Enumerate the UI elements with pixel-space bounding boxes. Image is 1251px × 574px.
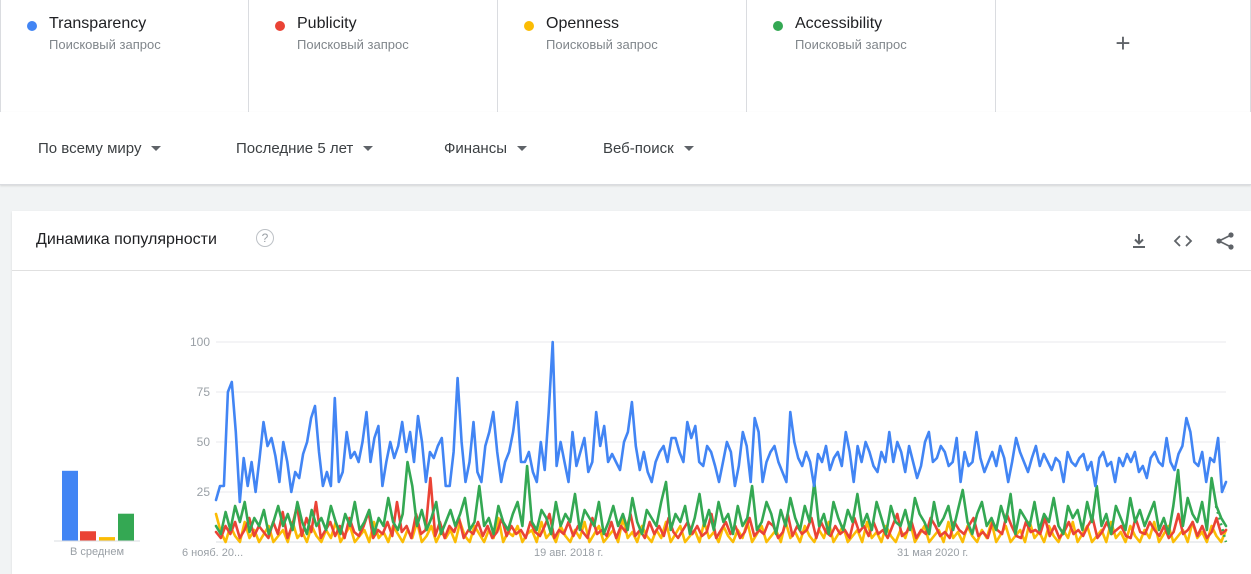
add-term-button[interactable]: + [996,0,1251,112]
series-color-dot [773,21,783,31]
period-filter-dropdown[interactable]: Последние 5 лет [236,140,374,157]
term-card-accessibility[interactable]: Accessibility Поисковый запрос [747,0,996,112]
series-color-dot [275,21,285,31]
interest-over-time-card: Динамика популярности ? 100 75 50 25 6 нояб.… [12,211,1251,574]
card-header: Динамика популярности ? [12,211,1251,271]
search-terms-bar: Transparency Поисковый запрос Publicity … [0,0,1251,112]
average-bar [118,513,134,541]
series-line-publicity [214,476,1228,540]
y-tick-label: 25 [197,485,211,499]
term-name: Openness [546,15,619,32]
region-filter-label: По всему миру [38,140,142,157]
term-name: Transparency [49,15,147,32]
term-type: Поисковый запрос [49,37,161,52]
y-tick-label: 100 [190,335,210,349]
series-line-transparency [214,340,1228,504]
card-title: Динамика популярности [36,231,217,248]
x-tick-label: 19 авг. 2018 г. [534,547,603,559]
series-line-openness [214,512,1228,544]
average-label: В среднем [70,546,124,558]
term-name: Accessibility [795,15,883,32]
category-filter-label: Финансы [444,140,507,157]
search-type-filter-dropdown[interactable]: Веб-поиск [603,140,694,157]
caret-down-icon [516,146,527,151]
period-filter-label: Последние 5 лет [236,140,354,157]
interest-line-chart: 100 75 50 25 6 нояб. 20... 19 авг. 2018 г. 31 … [54,335,1228,559]
x-tick-label: 6 нояб. 20... [182,547,243,559]
term-name: Publicity [297,15,357,32]
series-line-accessibility [214,460,1228,536]
y-tick-label: 75 [197,385,211,399]
term-type: Поисковый запрос [297,37,409,52]
series-color-dot [524,21,534,31]
region-filter-dropdown[interactable]: По всему миру [38,140,162,157]
partial-data-segment [1214,505,1228,543]
term-card-transparency[interactable]: Transparency Поисковый запрос [0,0,249,112]
caret-down-icon [151,146,162,151]
term-card-openness[interactable]: Openness Поисковый запрос [498,0,747,112]
category-filter-dropdown[interactable]: Финансы [444,140,527,157]
term-type: Поисковый запрос [546,37,658,52]
download-icon[interactable] [1128,231,1150,251]
term-card-publicity[interactable]: Publicity Поисковый запрос [249,0,498,112]
average-bar [62,470,78,541]
search-type-filter-label: Веб-поиск [603,140,674,157]
help-icon[interactable]: ? [256,229,274,247]
x-tick-label: 31 мая 2020 г. [897,547,968,559]
average-bar [99,537,115,541]
caret-down-icon [363,146,374,151]
average-bar [80,531,96,541]
series-color-dot [27,21,37,31]
y-tick-label: 50 [197,435,211,449]
share-icon[interactable] [1214,231,1236,251]
term-type: Поисковый запрос [795,37,907,52]
filters-bar: По всему миру Последние 5 лет Финансы Ве… [0,112,1251,185]
caret-down-icon [683,146,694,151]
embed-icon[interactable] [1172,231,1194,251]
